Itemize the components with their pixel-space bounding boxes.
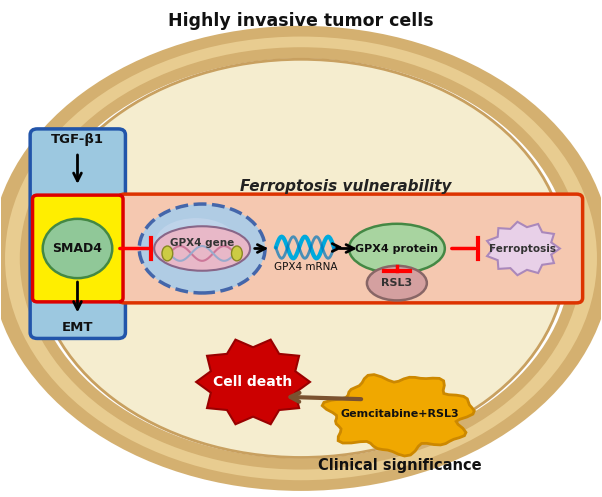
Polygon shape bbox=[487, 222, 560, 275]
Ellipse shape bbox=[154, 226, 250, 271]
Ellipse shape bbox=[367, 266, 427, 300]
Text: Ferroptosis vulnerability: Ferroptosis vulnerability bbox=[240, 179, 452, 194]
Ellipse shape bbox=[139, 204, 265, 293]
Text: SMAD4: SMAD4 bbox=[52, 242, 102, 255]
Polygon shape bbox=[322, 375, 474, 456]
Text: GPX4 gene: GPX4 gene bbox=[170, 238, 234, 248]
Text: GPX4 protein: GPX4 protein bbox=[355, 244, 438, 253]
Ellipse shape bbox=[232, 246, 242, 261]
Text: GPX4 mRNA: GPX4 mRNA bbox=[274, 262, 338, 272]
Text: Clinical significance: Clinical significance bbox=[318, 458, 482, 474]
FancyBboxPatch shape bbox=[30, 129, 125, 338]
Text: TGF-β1: TGF-β1 bbox=[51, 133, 104, 146]
FancyBboxPatch shape bbox=[33, 195, 123, 302]
FancyBboxPatch shape bbox=[118, 194, 583, 303]
Ellipse shape bbox=[349, 224, 445, 273]
Ellipse shape bbox=[43, 219, 112, 278]
Ellipse shape bbox=[37, 61, 565, 456]
Text: RSL3: RSL3 bbox=[381, 278, 412, 288]
Text: Highly invasive tumor cells: Highly invasive tumor cells bbox=[168, 12, 434, 30]
Ellipse shape bbox=[162, 246, 173, 261]
Text: Cell death: Cell death bbox=[214, 375, 293, 389]
Text: EMT: EMT bbox=[62, 321, 93, 334]
Text: Ferroptosis: Ferroptosis bbox=[489, 244, 556, 253]
Ellipse shape bbox=[155, 218, 237, 267]
Text: Gemcitabine+RSL3: Gemcitabine+RSL3 bbox=[341, 409, 459, 419]
Polygon shape bbox=[196, 339, 310, 424]
